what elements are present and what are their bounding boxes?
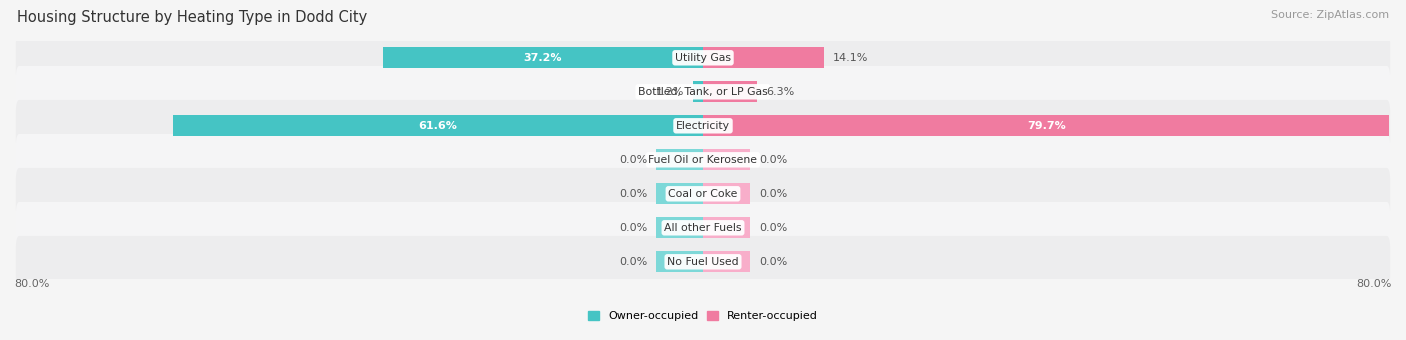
Bar bbox=[703, 183, 751, 204]
Text: 0.0%: 0.0% bbox=[619, 257, 647, 267]
Bar bbox=[655, 183, 703, 204]
Text: 1.2%: 1.2% bbox=[655, 87, 685, 97]
Bar bbox=[693, 81, 703, 102]
Bar bbox=[173, 115, 703, 136]
Text: 80.0%: 80.0% bbox=[1357, 279, 1392, 289]
Text: 0.0%: 0.0% bbox=[759, 189, 787, 199]
Text: 0.0%: 0.0% bbox=[619, 189, 647, 199]
Bar bbox=[655, 149, 703, 170]
Text: 0.0%: 0.0% bbox=[759, 257, 787, 267]
Text: 61.6%: 61.6% bbox=[419, 121, 457, 131]
Text: 0.0%: 0.0% bbox=[759, 223, 787, 233]
Bar bbox=[703, 149, 751, 170]
Text: Housing Structure by Heating Type in Dodd City: Housing Structure by Heating Type in Dod… bbox=[17, 10, 367, 25]
Text: 80.0%: 80.0% bbox=[14, 279, 49, 289]
Text: Fuel Oil or Kerosene: Fuel Oil or Kerosene bbox=[648, 155, 758, 165]
Bar bbox=[703, 217, 751, 238]
Bar bbox=[382, 47, 703, 68]
FancyBboxPatch shape bbox=[15, 168, 1391, 220]
Text: 6.3%: 6.3% bbox=[766, 87, 794, 97]
FancyBboxPatch shape bbox=[15, 66, 1391, 118]
Bar bbox=[703, 115, 1389, 136]
Text: All other Fuels: All other Fuels bbox=[664, 223, 742, 233]
Text: No Fuel Used: No Fuel Used bbox=[668, 257, 738, 267]
Text: 14.1%: 14.1% bbox=[832, 53, 869, 63]
FancyBboxPatch shape bbox=[15, 202, 1391, 254]
Text: Utility Gas: Utility Gas bbox=[675, 53, 731, 63]
FancyBboxPatch shape bbox=[15, 134, 1391, 186]
Text: Source: ZipAtlas.com: Source: ZipAtlas.com bbox=[1271, 10, 1389, 20]
Bar bbox=[703, 47, 824, 68]
Text: Bottled, Tank, or LP Gas: Bottled, Tank, or LP Gas bbox=[638, 87, 768, 97]
Legend: Owner-occupied, Renter-occupied: Owner-occupied, Renter-occupied bbox=[583, 307, 823, 326]
Text: 0.0%: 0.0% bbox=[619, 155, 647, 165]
FancyBboxPatch shape bbox=[15, 100, 1391, 152]
Text: 0.0%: 0.0% bbox=[759, 155, 787, 165]
FancyBboxPatch shape bbox=[15, 236, 1391, 288]
Text: Electricity: Electricity bbox=[676, 121, 730, 131]
Text: 79.7%: 79.7% bbox=[1026, 121, 1066, 131]
Bar bbox=[655, 251, 703, 272]
Text: 0.0%: 0.0% bbox=[619, 223, 647, 233]
FancyBboxPatch shape bbox=[15, 32, 1391, 84]
Text: 37.2%: 37.2% bbox=[523, 53, 562, 63]
Text: Coal or Coke: Coal or Coke bbox=[668, 189, 738, 199]
Bar bbox=[703, 81, 758, 102]
Bar bbox=[703, 251, 751, 272]
Bar bbox=[655, 217, 703, 238]
